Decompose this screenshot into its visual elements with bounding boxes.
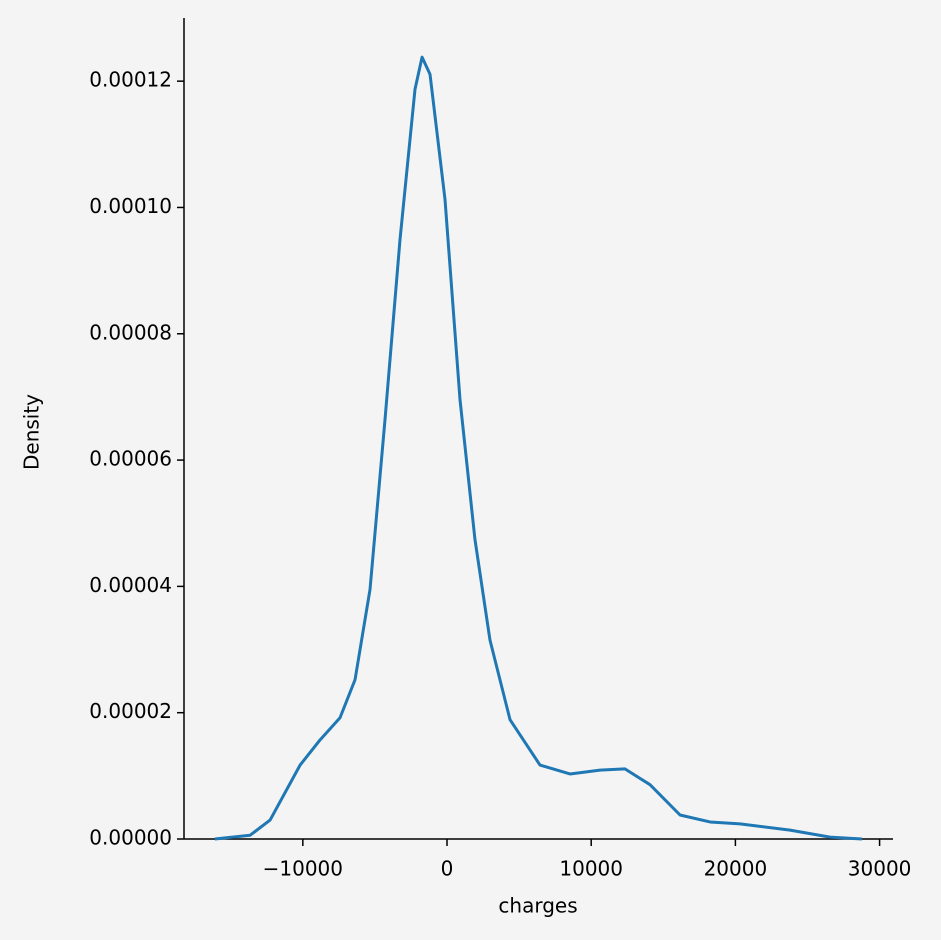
y-tick-label: 0.00002 bbox=[89, 699, 172, 723]
x-tick-label: 10000 bbox=[559, 857, 623, 881]
kde-line bbox=[214, 55, 863, 841]
x-tick-label: 20000 bbox=[704, 857, 768, 881]
y-tick-label: 0.00010 bbox=[89, 194, 172, 218]
x-tick-label: 30000 bbox=[848, 857, 912, 881]
y-tick-label: 0.00000 bbox=[89, 826, 172, 850]
x-tick-label: 0 bbox=[441, 857, 454, 881]
x-axis-label: charges bbox=[498, 894, 577, 918]
y-tick-label: 0.00012 bbox=[89, 68, 172, 92]
y-axis-label: Density bbox=[20, 394, 44, 470]
x-tick-label: −10000 bbox=[263, 857, 343, 881]
y-tick-label: 0.00008 bbox=[89, 320, 172, 344]
y-tick-label: 0.00006 bbox=[89, 447, 172, 471]
y-tick-label: 0.00004 bbox=[89, 573, 172, 597]
